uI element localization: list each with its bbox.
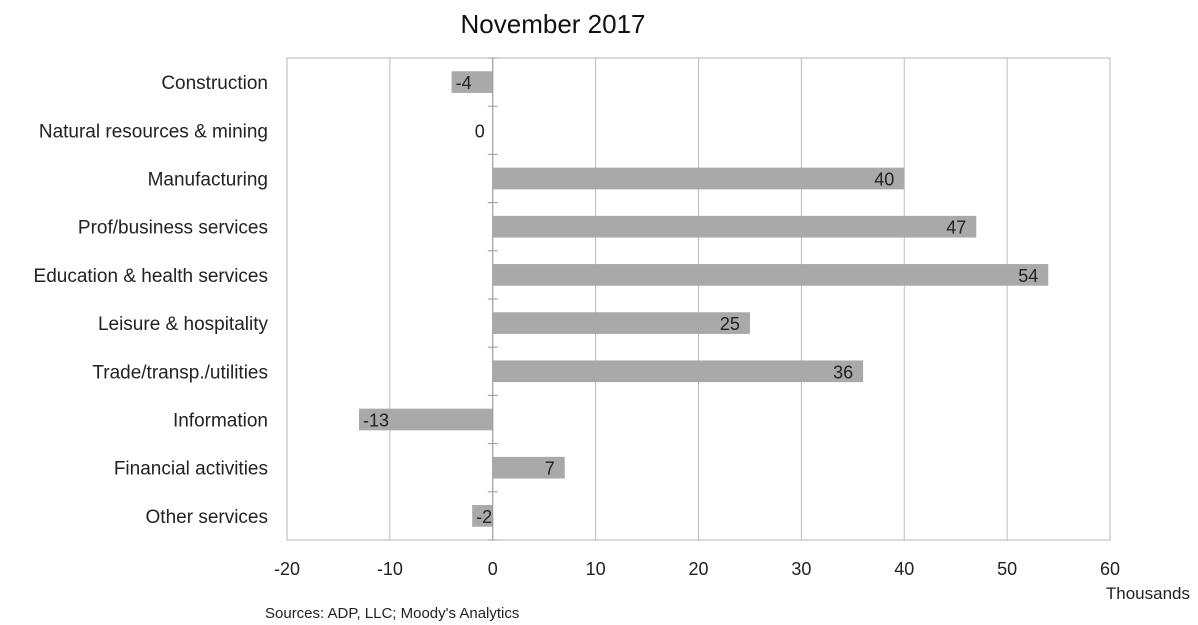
bar [492, 312, 750, 334]
bar [492, 456, 565, 479]
category-label: Construction [161, 73, 268, 94]
x-tick-label: -10 [377, 559, 403, 579]
data-labels: -4 0 40 47 54 25 36 -13 7 -2 [363, 73, 1038, 527]
x-tick-label: 10 [586, 559, 606, 579]
x-axis-unit-label: Thousands [1106, 584, 1190, 603]
bar [492, 167, 905, 190]
x-tick-label: 30 [791, 559, 811, 579]
data-label: -13 [363, 411, 389, 431]
category-label: Prof/business services [78, 218, 268, 239]
data-label: 0 [475, 121, 485, 141]
data-label: 7 [545, 459, 555, 479]
data-label: 47 [946, 218, 966, 238]
x-tick-label: 60 [1100, 559, 1120, 579]
data-label: 36 [833, 362, 853, 382]
category-label: Other services [146, 507, 268, 528]
data-label: -2 [476, 507, 492, 527]
x-tick-label: 40 [894, 559, 914, 579]
category-label: Manufacturing [148, 170, 268, 191]
bar [492, 215, 977, 238]
category-label: Natural resources & mining [39, 121, 268, 142]
x-axis-tick-labels: -20 -10 0 10 20 30 40 50 60 [274, 559, 1120, 579]
data-label: -4 [456, 73, 472, 93]
data-label: 40 [874, 170, 894, 190]
category-axis-ticks [487, 57, 498, 541]
category-label: Education & health services [34, 266, 268, 287]
plot-area-border [286, 57, 1111, 541]
category-labels: Construction Natural resources & mining Ma… [34, 73, 269, 528]
x-tick-label: 20 [688, 559, 708, 579]
category-label: Financial activities [114, 459, 268, 480]
data-label: 54 [1018, 266, 1038, 286]
x-tick-label: 0 [488, 559, 498, 579]
x-tick-label: 50 [997, 559, 1017, 579]
bar [472, 505, 493, 527]
chart-title: November 2017 [461, 9, 646, 39]
bar [492, 264, 1049, 286]
bar [451, 71, 493, 93]
bar [492, 360, 864, 383]
x-tick-label: -20 [274, 559, 300, 579]
bar [359, 408, 493, 431]
category-label: Information [173, 411, 268, 432]
bars [359, 71, 1049, 527]
source-note: Sources: ADP, LLC; Moody's Analytics [265, 605, 519, 622]
category-label: Leisure & hospitality [98, 314, 269, 335]
data-label: 25 [720, 314, 740, 334]
category-label: Trade/transp./utilities [92, 362, 268, 383]
